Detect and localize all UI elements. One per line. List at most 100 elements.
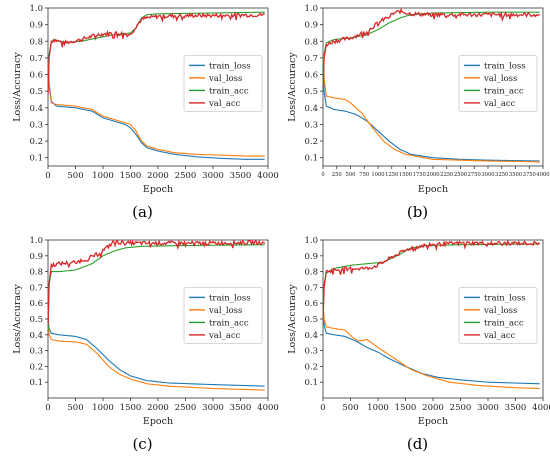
y-tick-label: 0.1 xyxy=(29,378,43,388)
legend-label-val_loss: val_loss xyxy=(483,74,517,84)
series-line-val_acc xyxy=(48,11,266,95)
x-tick-label: 500 xyxy=(67,171,83,181)
x-tick-label: 3250 xyxy=(495,172,508,178)
y-tick-label: 0.2 xyxy=(304,137,318,147)
y-tick-label: 0.8 xyxy=(29,268,43,278)
y-tick-label: 0.3 xyxy=(29,347,43,357)
legend-label-train_loss: train_loss xyxy=(209,293,251,303)
y-tick-label: 0.4 xyxy=(29,331,43,341)
x-tick-label: 3500 xyxy=(230,403,252,413)
x-tick-label: 0 xyxy=(45,171,50,181)
series-line-train_acc xyxy=(48,244,265,332)
y-tick-label: 0.8 xyxy=(304,268,318,278)
legend-label-train_loss: train_loss xyxy=(484,293,526,303)
x-tick-label: 2000 xyxy=(422,403,444,413)
y-axis-label: Loss/Accuracy xyxy=(12,52,23,122)
chart-panel-b: 0 250 500 750 1000 1250 1500 1750 2000 2250 2500 27… xyxy=(285,0,550,220)
legend-box xyxy=(183,55,263,112)
chart-c-svg: 0 500 1000 1500 2000 2500 3000 3500 4000 0.1 0.2 0.… xyxy=(12,236,279,427)
legend-box xyxy=(458,287,538,344)
x-tick-label: 3750 xyxy=(523,172,536,178)
y-tick-label: 0.3 xyxy=(304,120,318,130)
caption-b: (b) xyxy=(406,203,429,221)
y-axis-label: Loss/Accuracy xyxy=(287,52,298,122)
chart-panel-c: 0 500 1000 1500 2000 2500 3000 3500 4000 0.1 0.2 0.… xyxy=(10,232,279,452)
x-axis-label: Epoch xyxy=(143,184,173,195)
y-tick-label: 0.9 xyxy=(29,21,43,31)
y-tick-label: 1.0 xyxy=(304,4,318,14)
legend-label-train_acc: train_acc xyxy=(484,86,524,96)
x-tick-label: 2500 xyxy=(450,403,472,413)
x-tick-label: 500 xyxy=(346,172,356,178)
x-tick-label: 4000 xyxy=(257,171,279,181)
series-line-train_loss xyxy=(48,318,265,387)
legend-label-val_loss: val_loss xyxy=(208,306,242,316)
x-tick-label: 4000 xyxy=(257,403,279,413)
legend-label-train_acc: train_acc xyxy=(209,86,249,96)
y-axis-label: Loss/Accuracy xyxy=(12,284,23,354)
y-tick-label: 0.2 xyxy=(29,137,43,147)
series-line-train_loss xyxy=(48,54,265,160)
x-tick-label: 1500 xyxy=(120,171,142,181)
x-tick-label: 2250 xyxy=(440,172,453,178)
y-tick-label: 0.6 xyxy=(29,71,43,81)
x-tick-label: 1500 xyxy=(399,172,412,178)
legend-label-train_loss: train_loss xyxy=(209,61,251,71)
series-line-train_loss xyxy=(323,309,540,385)
x-tick-label: 3500 xyxy=(505,403,527,413)
x-tick-label: 0 xyxy=(45,403,50,413)
series-line-val_acc xyxy=(323,8,540,92)
x-tick-label: 750 xyxy=(359,172,369,178)
y-tick-label: 0.7 xyxy=(29,54,43,64)
series-line-val_acc xyxy=(48,240,266,326)
x-tick-label: 250 xyxy=(332,172,342,178)
caption-a: (a) xyxy=(132,203,153,221)
y-tick-label: 0.9 xyxy=(304,252,318,262)
y-tick-label: 0.5 xyxy=(29,315,43,325)
x-tick-label: 1000 xyxy=(371,172,384,178)
y-tick-label: 0.4 xyxy=(304,331,318,341)
legend-label-train_loss: train_loss xyxy=(484,61,526,71)
x-tick-label: 1000 xyxy=(92,171,114,181)
y-tick-label: 0.9 xyxy=(29,252,43,262)
series-line-val_loss xyxy=(48,61,265,157)
chart-d-svg: 0 500 1000 1500 2000 2500 3000 3500 4000 0.1 0.2 0.… xyxy=(287,236,550,427)
x-tick-label: 1500 xyxy=(395,403,417,413)
legend-label-train_acc: train_acc xyxy=(209,318,249,328)
y-tick-label: 0.4 xyxy=(29,104,43,114)
legend-label-val_loss: val_loss xyxy=(483,306,517,316)
y-tick-label: 0.7 xyxy=(29,283,43,293)
y-tick-label: 0.6 xyxy=(29,299,43,309)
series-line-val_acc xyxy=(323,240,541,320)
x-tick-label: 1750 xyxy=(413,172,426,178)
x-tick-label: 0 xyxy=(321,172,324,178)
x-tick-label: 1500 xyxy=(120,403,142,413)
y-tick-label: 0.3 xyxy=(304,347,318,357)
x-tick-label: 4000 xyxy=(536,172,549,178)
legend-label-val_acc: val_acc xyxy=(208,99,241,109)
y-tick-label: 0.6 xyxy=(304,299,318,309)
x-tick-label: 3000 xyxy=(202,171,224,181)
x-tick-label: 4000 xyxy=(532,403,550,413)
y-tick-label: 0.8 xyxy=(29,37,43,47)
y-tick-label: 0.1 xyxy=(304,378,318,388)
x-tick-label: 2500 xyxy=(175,403,197,413)
legend-box xyxy=(458,55,538,112)
chart-panel-a: 0 500 1000 1500 2000 2500 3000 3500 4000 0.1 0.2 0.… xyxy=(10,0,279,220)
chart-b-svg: 0 250 500 750 1000 1250 1500 1750 2000 2250 2500 27… xyxy=(287,4,550,195)
y-tick-label: 0.7 xyxy=(304,54,318,64)
x-tick-label: 2500 xyxy=(175,171,197,181)
series-line-val_loss xyxy=(323,303,540,390)
y-tick-label: 0.6 xyxy=(304,71,318,81)
legend-label-val_acc: val_acc xyxy=(208,331,241,341)
y-axis-label: Loss/Accuracy xyxy=(287,284,298,354)
legend-label-val_loss: val_loss xyxy=(208,74,242,84)
y-tick-label: 0.2 xyxy=(29,362,43,372)
legend-label-val_acc: val_acc xyxy=(483,331,516,341)
x-tick-label: 2000 xyxy=(147,403,169,413)
y-tick-label: 0.5 xyxy=(304,87,318,97)
y-tick-label: 0.1 xyxy=(304,154,318,164)
x-tick-label: 3500 xyxy=(509,172,522,178)
x-tick-label: 2750 xyxy=(468,172,481,178)
